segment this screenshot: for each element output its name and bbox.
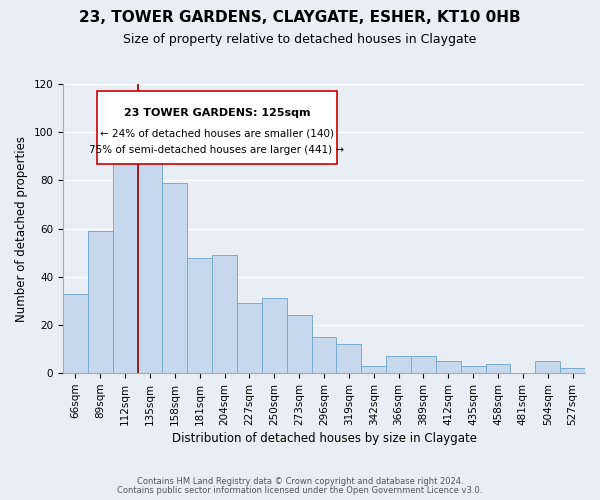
Bar [436, 361, 461, 373]
Bar [187, 258, 212, 373]
Bar [311, 337, 337, 373]
Text: Size of property relative to detached houses in Claygate: Size of property relative to detached ho… [124, 32, 476, 46]
Bar [535, 361, 560, 373]
Bar [262, 298, 287, 373]
X-axis label: Distribution of detached houses by size in Claygate: Distribution of detached houses by size … [172, 432, 476, 445]
Text: Contains public sector information licensed under the Open Government Licence v3: Contains public sector information licen… [118, 486, 482, 495]
Text: 23 TOWER GARDENS: 125sqm: 23 TOWER GARDENS: 125sqm [124, 108, 310, 118]
Bar [485, 364, 511, 373]
Text: 75% of semi-detached houses are larger (441) →: 75% of semi-detached houses are larger (… [89, 146, 344, 156]
Text: ← 24% of detached houses are smaller (140): ← 24% of detached houses are smaller (14… [100, 129, 334, 139]
Bar [287, 316, 311, 373]
Bar [560, 368, 585, 373]
Bar [63, 294, 88, 373]
Bar [461, 366, 485, 373]
Bar [163, 183, 187, 373]
Text: 23, TOWER GARDENS, CLAYGATE, ESHER, KT10 0HB: 23, TOWER GARDENS, CLAYGATE, ESHER, KT10… [79, 10, 521, 25]
Bar [113, 158, 137, 373]
FancyBboxPatch shape [97, 91, 337, 164]
Y-axis label: Number of detached properties: Number of detached properties [15, 136, 28, 322]
Bar [337, 344, 361, 373]
Bar [361, 366, 386, 373]
Bar [386, 356, 411, 373]
Bar [411, 356, 436, 373]
Text: Contains HM Land Registry data © Crown copyright and database right 2024.: Contains HM Land Registry data © Crown c… [137, 477, 463, 486]
Bar [88, 231, 113, 373]
Bar [212, 255, 237, 373]
Bar [237, 304, 262, 373]
Bar [137, 144, 163, 373]
